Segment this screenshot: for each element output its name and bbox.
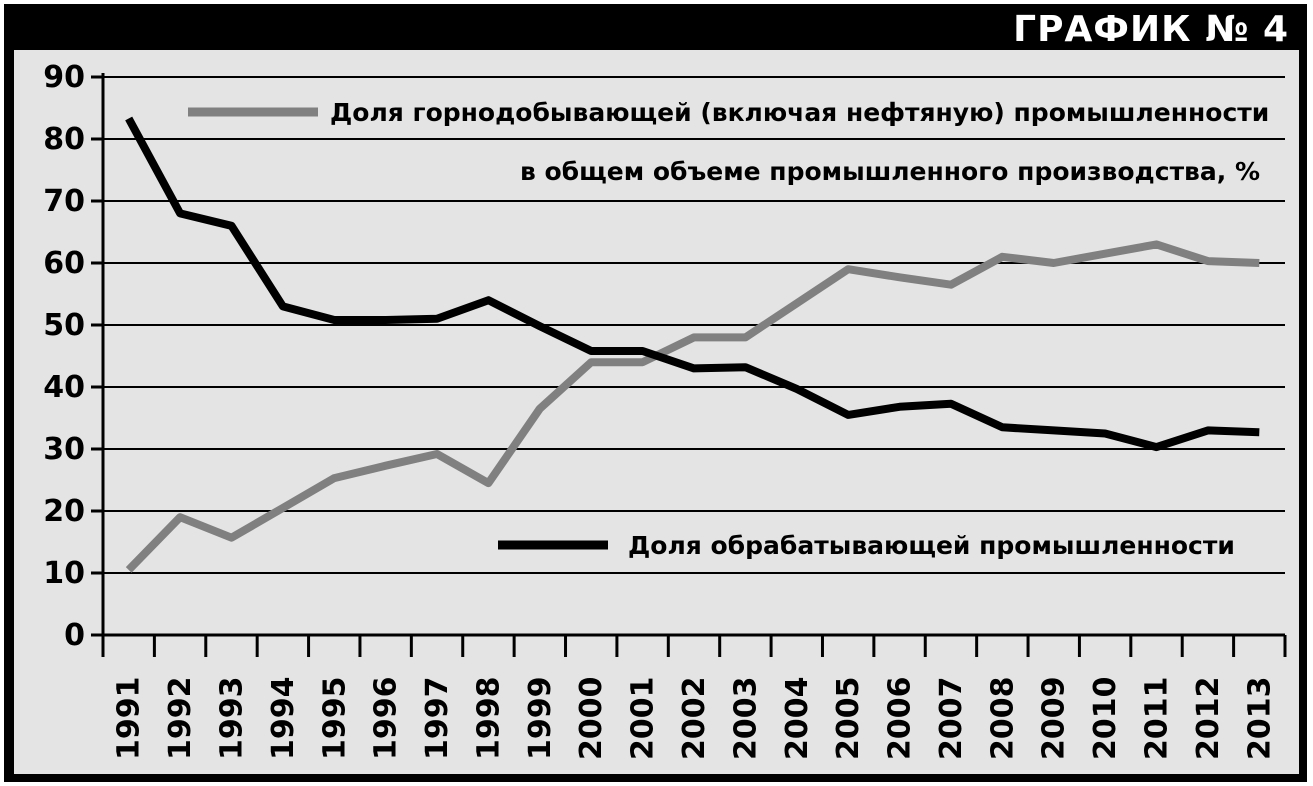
x-tick-label: 2007 xyxy=(934,677,969,761)
x-tick-label: 2009 xyxy=(1037,677,1072,761)
chart-number-badge: ГРАФИК № 4 xyxy=(1013,9,1289,50)
x-tick-label: 2001 xyxy=(626,677,661,761)
x-tick-label: 1994 xyxy=(266,677,301,761)
x-tick-label: 2004 xyxy=(780,677,815,761)
x-tick-label: 1993 xyxy=(214,677,249,761)
legend-label-mining-line2: в общем объеме промышленного производств… xyxy=(520,157,1260,186)
x-tick-label: 1997 xyxy=(420,677,455,761)
x-tick-label: 1992 xyxy=(163,677,198,761)
x-tick-label: 2013 xyxy=(1242,677,1277,761)
plot-panel xyxy=(14,50,1299,774)
x-tick-label: 2012 xyxy=(1191,677,1226,761)
x-tick-label: 1996 xyxy=(369,677,404,761)
y-tick-label: 60 xyxy=(43,246,85,281)
x-tick-label: 1999 xyxy=(523,677,558,761)
series-line-mining xyxy=(125,240,1260,573)
y-tick-label: 10 xyxy=(43,556,85,591)
x-tick-label: 2000 xyxy=(574,677,609,761)
x-tick-label: 2006 xyxy=(883,677,918,761)
x-tick-label: 2010 xyxy=(1088,677,1123,761)
x-tick-label: 2002 xyxy=(677,677,712,761)
y-tick-label: 20 xyxy=(43,494,85,529)
legend-label-mining: Доля горнодобывающей (включая нефтяную) … xyxy=(330,98,1269,127)
x-tick-label: 2008 xyxy=(985,676,1020,760)
x-tick-label: 2003 xyxy=(728,677,763,761)
x-tick-label: 2005 xyxy=(831,677,866,761)
x-tick-label: 1998 xyxy=(471,677,506,761)
x-tick-label: 1995 xyxy=(317,677,352,761)
chart-frame: ГРАФИК № 4 xyxy=(4,4,1307,782)
x-tick-label: 1991 xyxy=(112,677,147,761)
y-tick-label: 80 xyxy=(43,122,85,157)
y-tick-label: 50 xyxy=(43,308,85,343)
y-tick-label: 90 xyxy=(43,60,85,95)
x-tick-label: 2011 xyxy=(1140,677,1175,761)
y-tick-label: 40 xyxy=(43,370,85,405)
y-tick-label: 0 xyxy=(64,618,85,653)
y-tick-label: 30 xyxy=(43,432,85,467)
y-tick-label: 70 xyxy=(43,184,85,219)
legend-label-manufacturing: Доля обрабатывающей промышленности xyxy=(628,531,1235,560)
